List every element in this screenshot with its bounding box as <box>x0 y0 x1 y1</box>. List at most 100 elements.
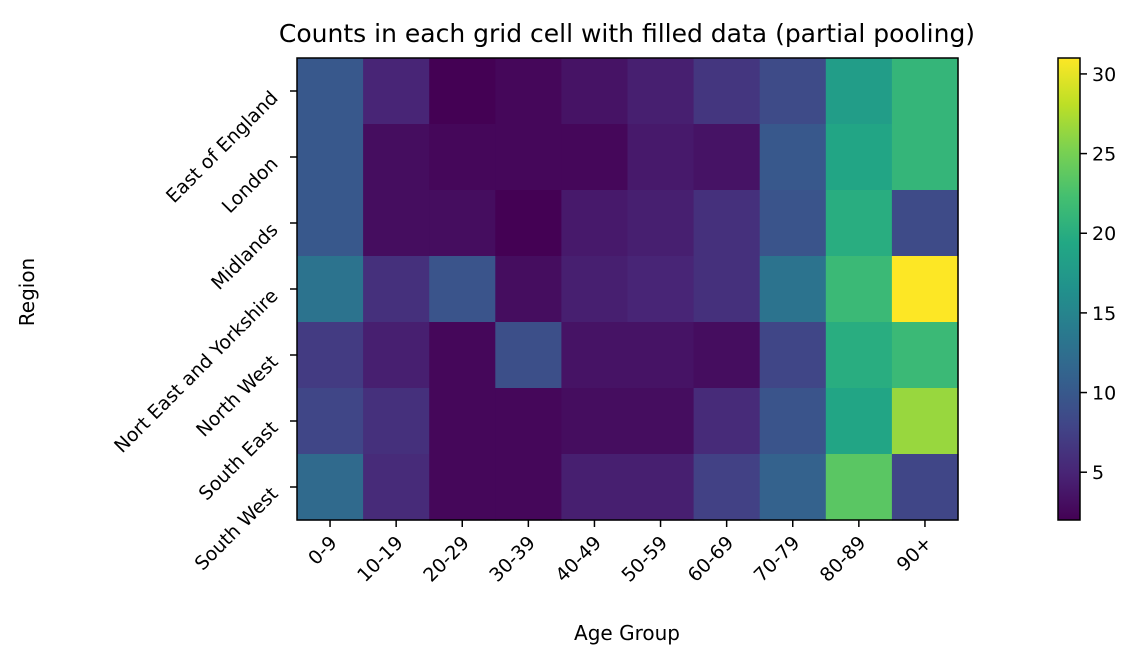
heatmap-cell <box>495 322 562 389</box>
heatmap-cell <box>297 256 364 323</box>
heatmap-cell <box>297 190 364 257</box>
heatmap-cell <box>759 454 827 521</box>
y-tick-label: East of England <box>162 87 283 208</box>
x-tick-label: 40-49 <box>551 532 606 587</box>
heatmap-cell <box>561 124 629 191</box>
heatmap-cell <box>693 454 761 521</box>
x-tick-label: 20-29 <box>419 532 474 587</box>
heatmap-cell <box>759 322 827 389</box>
heatmap-cell <box>693 322 761 389</box>
heatmap-cell <box>363 388 430 455</box>
heatmap-cell <box>363 124 430 191</box>
heatmap-cell <box>561 256 629 323</box>
colorbar-tick-label: 5 <box>1092 462 1104 484</box>
x-axis-label: Age Group <box>574 621 680 645</box>
heatmap-cell <box>891 58 959 125</box>
heatmap-cell <box>825 388 893 455</box>
heatmap-cell <box>297 322 364 389</box>
heatmap-cell <box>495 454 562 521</box>
heatmap-cell <box>561 58 629 125</box>
heatmap-cell <box>759 124 827 191</box>
heatmap-cell <box>429 124 496 191</box>
heatmap-cell <box>825 124 893 191</box>
heatmap-cell <box>693 124 761 191</box>
colorbar-frame <box>1057 57 1081 521</box>
heatmap-cell <box>561 190 629 257</box>
colorbar-gradient <box>1058 58 1080 520</box>
heatmap-cell <box>429 190 496 257</box>
heatmap-cell <box>363 322 430 389</box>
x-tick-label: 70-79 <box>750 532 805 587</box>
x-tick-label: 0-9 <box>304 532 342 570</box>
heatmap-cell <box>891 322 959 389</box>
heatmap-cell <box>297 58 364 125</box>
heatmap-cell <box>363 454 430 521</box>
heatmap-cell <box>363 58 430 125</box>
heatmap-cell <box>363 256 430 323</box>
heatmap-cell <box>627 388 695 455</box>
heatmap-cell <box>825 256 893 323</box>
colorbar-tick-label: 20 <box>1092 223 1116 245</box>
colorbar: 5 10 15 20 25 30 <box>1057 57 1116 521</box>
x-axis: 0-9 10-19 20-29 30-39 40-49 50-59 60-69 70-79 80… <box>304 520 936 587</box>
colorbar-tick-label: 15 <box>1092 303 1116 325</box>
heatmap-cell <box>891 124 959 191</box>
x-tick-label: 50-59 <box>617 532 672 587</box>
heatmap-cell <box>825 190 893 257</box>
heatmap-cell <box>561 454 629 521</box>
heatmap-cell <box>297 124 364 191</box>
heatmap-cell <box>693 256 761 323</box>
x-tick-label: 60-69 <box>684 532 739 587</box>
heatmap-cell <box>627 190 695 257</box>
heatmap-cell <box>825 58 893 125</box>
y-axis-label: Region <box>15 258 39 326</box>
x-tick-label: 80-89 <box>816 532 871 587</box>
colorbar-tick-label: 10 <box>1092 383 1116 405</box>
heatmap-cell <box>495 256 562 323</box>
heatmap-cell <box>495 58 562 125</box>
heatmap-cell <box>627 256 695 323</box>
heatmap-cell <box>759 190 827 257</box>
heatmap-cell <box>363 190 430 257</box>
heatmap-cell <box>627 58 695 125</box>
heatmap-cell <box>825 454 893 521</box>
heatmap-cell <box>759 388 827 455</box>
x-tick-label: 30-39 <box>485 532 540 587</box>
heatmap-cell <box>891 190 959 257</box>
heatmap-cell <box>825 322 893 389</box>
heatmap-cell <box>693 58 761 125</box>
heatmap-cell <box>429 454 496 521</box>
colorbar-tick-label: 25 <box>1092 144 1116 166</box>
heatmap-cell <box>759 256 827 323</box>
heatmap-cell <box>693 388 761 455</box>
heatmap-cells <box>297 58 959 521</box>
x-tick-label: 90+ <box>893 532 937 576</box>
heatmap-cell <box>561 322 629 389</box>
y-tick-label: Midlands <box>207 219 282 294</box>
x-tick-label: 10-19 <box>353 532 408 587</box>
heatmap-cell <box>759 58 827 125</box>
heatmap-cell <box>297 388 364 455</box>
heatmap-cell <box>429 388 496 455</box>
heatmap-cell <box>627 124 695 191</box>
heatmap-cell <box>891 256 959 323</box>
heatmap-cell <box>297 454 364 521</box>
y-tick-label: London <box>218 153 283 218</box>
heatmap-cell <box>495 190 562 257</box>
colorbar-tick-label: 30 <box>1092 64 1116 86</box>
chart-title: Counts in each grid cell with filled dat… <box>279 19 975 48</box>
heatmap-cell <box>891 388 959 455</box>
heatmap-cell <box>891 454 959 521</box>
heatmap-cell <box>627 322 695 389</box>
heatmap-cell <box>627 454 695 521</box>
heatmap-cell <box>693 190 761 257</box>
heatmap-cell <box>429 322 496 389</box>
heatmap-cell <box>429 58 496 125</box>
heatmap-cell <box>495 124 562 191</box>
heatmap-cell <box>429 256 496 323</box>
heatmap-cell <box>561 388 629 455</box>
heatmap-cell <box>495 388 562 455</box>
